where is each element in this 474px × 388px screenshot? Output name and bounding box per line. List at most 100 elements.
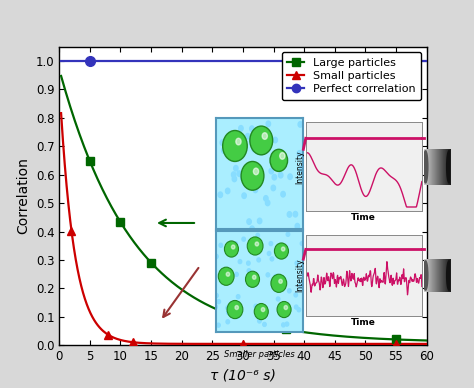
Circle shape — [226, 188, 230, 194]
Circle shape — [231, 172, 236, 177]
Circle shape — [287, 212, 292, 217]
Circle shape — [235, 305, 238, 310]
Circle shape — [250, 126, 254, 132]
Circle shape — [264, 196, 268, 201]
Circle shape — [295, 223, 300, 229]
Y-axis label: Intensity: Intensity — [295, 150, 304, 184]
Circle shape — [301, 241, 304, 246]
Circle shape — [281, 191, 285, 197]
Circle shape — [272, 175, 276, 180]
Circle shape — [242, 237, 246, 241]
Circle shape — [252, 146, 256, 152]
Circle shape — [293, 211, 298, 217]
Circle shape — [227, 300, 243, 319]
Circle shape — [276, 297, 280, 301]
Circle shape — [223, 130, 247, 161]
Circle shape — [246, 133, 250, 139]
Circle shape — [254, 168, 259, 175]
Circle shape — [236, 314, 239, 319]
Y-axis label: Correlation: Correlation — [16, 158, 30, 234]
Circle shape — [242, 193, 246, 199]
Circle shape — [262, 133, 267, 139]
Circle shape — [231, 245, 235, 249]
Circle shape — [272, 278, 275, 282]
Circle shape — [219, 267, 234, 285]
Circle shape — [288, 174, 292, 180]
Circle shape — [274, 243, 289, 259]
Circle shape — [256, 233, 259, 237]
Circle shape — [246, 261, 250, 265]
Circle shape — [215, 294, 218, 298]
Circle shape — [282, 323, 285, 327]
Circle shape — [286, 232, 290, 236]
Circle shape — [246, 271, 260, 288]
Circle shape — [250, 126, 273, 155]
X-axis label: Time: Time — [351, 318, 376, 327]
Circle shape — [298, 122, 302, 127]
Circle shape — [255, 242, 259, 246]
Circle shape — [285, 322, 289, 326]
Circle shape — [236, 138, 241, 145]
Circle shape — [246, 173, 251, 179]
Circle shape — [215, 255, 218, 258]
Circle shape — [254, 303, 268, 320]
Circle shape — [271, 274, 287, 293]
Circle shape — [279, 279, 283, 283]
Text: Smaller particles: Smaller particles — [224, 350, 295, 359]
Circle shape — [240, 175, 245, 180]
Text: Larger particles: Larger particles — [227, 249, 292, 258]
Ellipse shape — [447, 261, 451, 290]
Circle shape — [280, 152, 285, 159]
Circle shape — [239, 126, 243, 131]
Circle shape — [254, 304, 257, 308]
Circle shape — [253, 187, 257, 193]
Circle shape — [217, 300, 220, 304]
Circle shape — [299, 166, 304, 172]
Circle shape — [297, 151, 301, 156]
Circle shape — [226, 320, 229, 324]
Circle shape — [227, 310, 230, 315]
Circle shape — [214, 305, 218, 309]
Circle shape — [271, 185, 275, 191]
Circle shape — [266, 273, 270, 277]
Circle shape — [247, 269, 251, 273]
Circle shape — [241, 161, 264, 190]
Circle shape — [237, 294, 240, 299]
Circle shape — [235, 272, 238, 276]
Circle shape — [237, 171, 241, 177]
Circle shape — [279, 172, 283, 178]
Y-axis label: Intensity: Intensity — [295, 259, 304, 292]
Circle shape — [282, 247, 285, 251]
Circle shape — [226, 272, 230, 276]
Circle shape — [259, 143, 264, 149]
Circle shape — [253, 275, 256, 279]
Circle shape — [282, 306, 286, 310]
X-axis label: Time: Time — [351, 213, 376, 222]
Circle shape — [257, 258, 260, 262]
Circle shape — [273, 137, 277, 143]
Legend: Large particles, Small particles, Perfect correlation: Large particles, Small particles, Perfec… — [282, 52, 421, 100]
Circle shape — [261, 308, 265, 312]
Ellipse shape — [423, 151, 428, 183]
Circle shape — [220, 140, 225, 146]
Circle shape — [274, 274, 278, 279]
Circle shape — [250, 226, 254, 232]
Circle shape — [295, 261, 299, 265]
Circle shape — [221, 148, 226, 153]
Circle shape — [284, 305, 288, 310]
Circle shape — [294, 305, 298, 309]
Circle shape — [247, 219, 251, 224]
Circle shape — [270, 149, 288, 171]
Circle shape — [254, 147, 258, 152]
Circle shape — [229, 144, 234, 150]
Circle shape — [226, 306, 229, 310]
Circle shape — [234, 166, 238, 171]
Ellipse shape — [447, 151, 451, 183]
Circle shape — [217, 323, 220, 327]
Circle shape — [257, 218, 262, 224]
Circle shape — [234, 242, 237, 246]
Circle shape — [232, 176, 237, 182]
Circle shape — [238, 260, 242, 263]
Circle shape — [219, 243, 223, 247]
Circle shape — [299, 284, 303, 288]
